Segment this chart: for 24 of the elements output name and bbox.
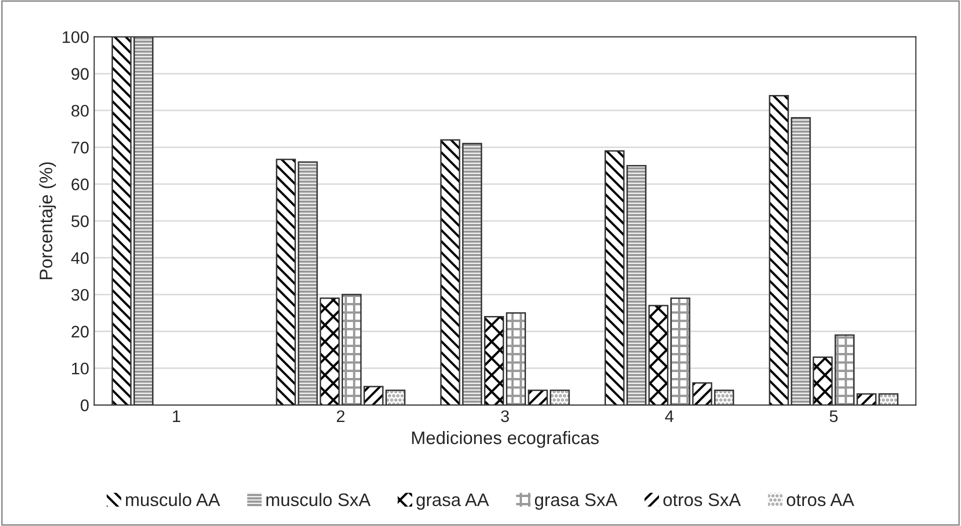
y-tick-label: 70 [72,142,89,154]
x-tick-label: 3 [501,410,509,422]
x-tick-label: 4 [665,410,674,422]
y-tick-label: 90 [72,68,89,80]
y-tick-label: 60 [72,178,89,190]
x-axis-title: Mediciones ecograficas [412,430,599,448]
legend-label: otros SxA [663,493,741,506]
y-tick-label: 10 [72,362,89,374]
y-tick-label: 20 [72,326,89,338]
y-tick-label: 40 [71,252,89,264]
legend-label: grasa SxA [534,493,618,510]
y-tick-label: 80 [72,104,89,117]
y-tick-label: 100 [62,31,89,44]
y-axis-title: Porcentaje (%) [39,162,56,280]
x-tick-label: 1 [172,410,180,422]
legend-label: musculo AA [126,492,220,506]
x-tick-label: 5 [830,410,838,422]
y-tick-label: 0 [80,399,89,412]
legend-label: otros AA [786,494,854,506]
legend-label: grasa AA [416,494,490,510]
y-tick-label: 30 [71,288,89,301]
x-tick-label: 2 [336,410,344,422]
legend-label: musculo SxA [266,492,371,506]
y-tick-label: 50 [71,215,89,228]
